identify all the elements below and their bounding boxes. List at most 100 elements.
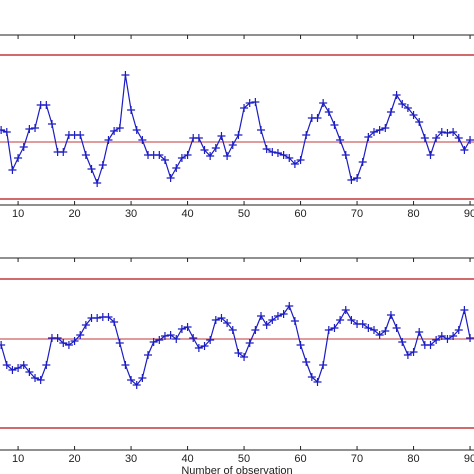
- marker: [160, 156, 169, 164]
- marker: [324, 326, 333, 334]
- marker: [31, 374, 40, 382]
- marker: [454, 326, 463, 334]
- marker: [14, 154, 23, 162]
- marker: [398, 338, 407, 346]
- marker: [127, 376, 136, 384]
- marker: [251, 98, 260, 106]
- marker: [81, 151, 90, 159]
- marker: [76, 331, 85, 339]
- marker: [370, 128, 379, 136]
- marker: [31, 124, 40, 132]
- marker: [415, 328, 424, 336]
- marker: [177, 154, 186, 162]
- marker: [358, 320, 367, 328]
- marker: [8, 366, 17, 374]
- marker: [194, 134, 203, 142]
- plot-area: [0, 257, 474, 451]
- marker: [234, 131, 243, 139]
- marker: [42, 361, 51, 369]
- marker: [240, 104, 249, 112]
- data-line: [0, 74, 471, 185]
- marker: [87, 165, 96, 173]
- marker: [257, 126, 266, 134]
- marker: [319, 99, 328, 107]
- marker: [273, 312, 282, 320]
- marker: [149, 338, 158, 346]
- marker: [166, 174, 175, 182]
- marker: [375, 126, 384, 134]
- marker: [160, 332, 169, 340]
- marker: [70, 337, 79, 345]
- marker: [460, 306, 469, 314]
- marker: [364, 324, 373, 332]
- x-tick-label: 50: [238, 453, 250, 465]
- marker: [189, 334, 198, 342]
- marker: [466, 136, 474, 144]
- marker: [217, 314, 226, 322]
- marker: [223, 152, 232, 160]
- marker: [296, 341, 305, 349]
- marker: [53, 334, 62, 342]
- x-tick-label: 60: [294, 453, 306, 465]
- marker: [2, 361, 11, 369]
- marker: [268, 316, 277, 324]
- marker: [155, 336, 164, 344]
- marker: [307, 373, 316, 381]
- marker: [104, 313, 113, 321]
- marker: [19, 361, 28, 369]
- x-axis-label: Number of observation: [181, 465, 292, 474]
- marker: [104, 136, 113, 144]
- marker: [443, 335, 452, 343]
- marker: [183, 151, 192, 159]
- marker: [341, 151, 350, 159]
- marker: [8, 166, 17, 174]
- marker: [127, 106, 136, 114]
- marker: [330, 324, 339, 332]
- marker: [76, 131, 85, 139]
- marker: [42, 101, 51, 109]
- x-tick-label: 60: [294, 208, 306, 220]
- marker: [364, 133, 373, 141]
- marker: [121, 361, 130, 369]
- marker: [386, 108, 395, 116]
- marker: [285, 302, 294, 310]
- marker: [290, 317, 299, 325]
- marker: [432, 336, 441, 344]
- marker: [381, 327, 390, 335]
- marker: [302, 131, 311, 139]
- marker: [59, 339, 68, 347]
- marker: [358, 158, 367, 166]
- marker: [138, 374, 147, 382]
- marker: [353, 174, 362, 182]
- marker: [132, 126, 141, 134]
- marker: [319, 361, 328, 369]
- marker: [279, 151, 288, 159]
- marker: [257, 312, 266, 320]
- marker: [93, 314, 102, 322]
- marker: [386, 311, 395, 319]
- marker: [437, 128, 446, 136]
- marker: [313, 114, 322, 122]
- marker: [228, 326, 237, 334]
- marker: [370, 326, 379, 334]
- marker: [47, 120, 56, 128]
- marker: [64, 341, 73, 349]
- marker: [392, 91, 401, 99]
- marker: [449, 332, 458, 340]
- marker: [273, 149, 282, 157]
- marker: [296, 156, 305, 164]
- marker: [251, 326, 260, 334]
- marker: [211, 316, 220, 324]
- marker: [268, 148, 277, 156]
- marker: [432, 134, 441, 142]
- marker: [240, 353, 249, 361]
- marker: [115, 339, 124, 347]
- marker: [0, 341, 6, 349]
- marker: [206, 336, 215, 344]
- marker: [155, 151, 164, 159]
- marker: [194, 344, 203, 352]
- marker: [25, 368, 34, 376]
- marker: [115, 124, 124, 132]
- marker: [211, 144, 220, 152]
